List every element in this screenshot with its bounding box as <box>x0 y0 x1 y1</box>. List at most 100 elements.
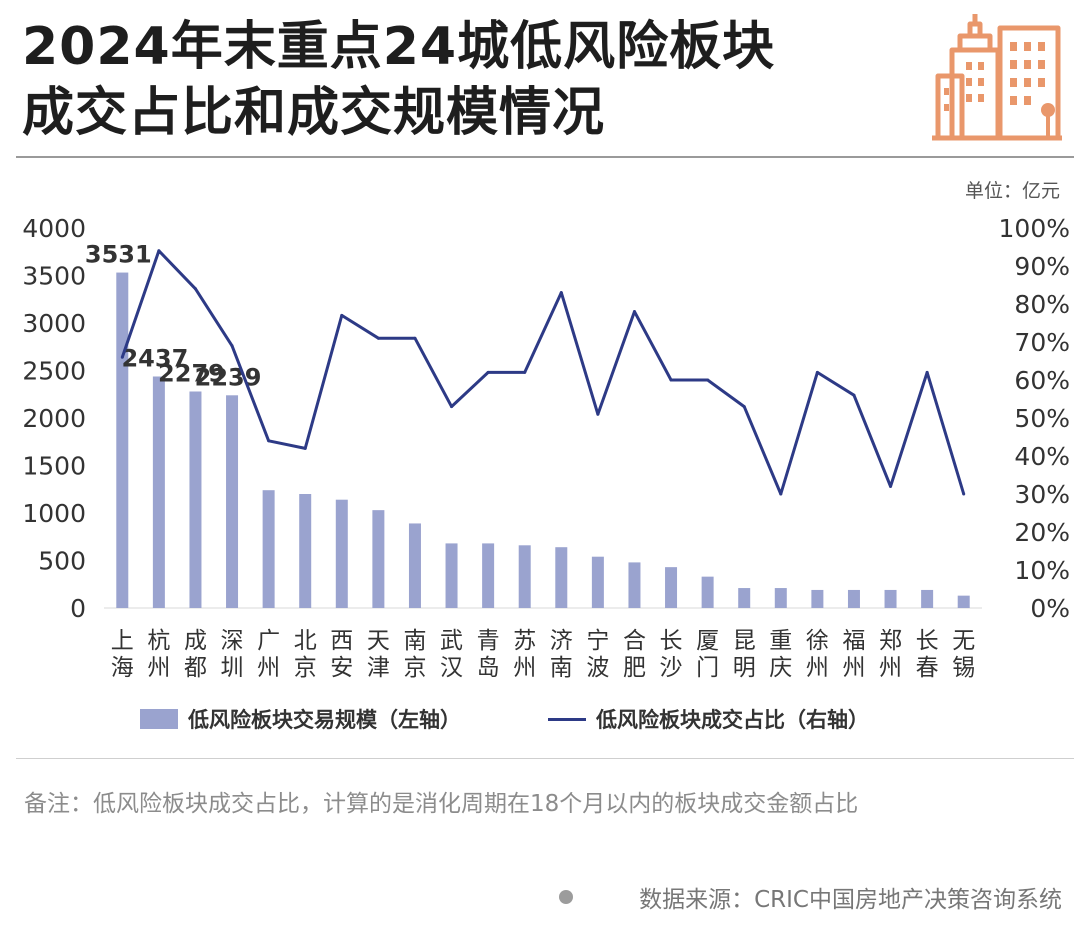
y-right-tick-label: 80% <box>1014 290 1070 319</box>
y-right-tick-label: 20% <box>1014 518 1070 547</box>
x-tick-label-徐州: 徐 <box>806 628 829 654</box>
x-tick-label-天津: 天 <box>367 628 390 654</box>
bar-无锡 <box>957 595 970 608</box>
line-point-广州 <box>267 439 271 443</box>
x-tick-label-厦门: 门 <box>696 655 719 681</box>
bar-成都 <box>189 391 202 608</box>
line-point-无锡 <box>962 492 966 496</box>
y-left-tick-label: 3500 <box>22 262 86 291</box>
data-source: 数据来源：CRIC中国房地产决策咨询系统 <box>559 880 1062 914</box>
x-tick-label-成都: 成 <box>184 628 207 654</box>
chart-title: 2024年末重点24城低风险板块 成交占比和成交规模情况 <box>22 14 922 146</box>
bar-重庆 <box>774 588 787 608</box>
x-tick-label-长春: 长 <box>916 628 939 654</box>
line-point-杭州 <box>157 249 161 253</box>
bar-data-label: 2239 <box>195 363 262 391</box>
line-point-福州 <box>852 393 856 397</box>
x-tick-label-深圳: 深 <box>221 628 244 654</box>
x-tick-label-长沙: 沙 <box>660 655 683 681</box>
legend-item-line: 低风险板块成交占比（右轴） <box>548 704 869 734</box>
bar-宁波 <box>591 556 604 608</box>
x-tick-label-上海: 上 <box>111 628 134 654</box>
x-tick-label-杭州: 州 <box>147 655 170 681</box>
x-tick-label-深圳: 圳 <box>221 655 244 681</box>
line-point-苏州 <box>523 370 527 374</box>
chart-legend: 低风险板块交易规模（左轴） 低风险板块成交占比（右轴） <box>0 704 1080 744</box>
x-tick-label-重庆: 重 <box>769 628 792 654</box>
x-tick-label-苏州: 州 <box>513 655 536 681</box>
x-tick-label-广州: 州 <box>257 655 280 681</box>
line-point-深圳 <box>230 344 234 348</box>
bar-data-label: 2437 <box>121 344 188 372</box>
bar-昆明 <box>738 588 751 608</box>
y-right-tick-label: 40% <box>1014 442 1070 471</box>
y-right-tick-label: 10% <box>1014 556 1070 585</box>
footer-divider <box>16 758 1074 759</box>
x-tick-label-苏州: 苏 <box>513 628 536 654</box>
line-point-北京 <box>303 446 307 450</box>
bar-厦门 <box>701 576 714 608</box>
x-tick-label-北京: 京 <box>294 655 317 681</box>
bar-杭州 <box>152 376 165 608</box>
bar-苏州 <box>518 545 531 608</box>
y-left-tick-label: 500 <box>38 547 86 576</box>
y-left-tick-label: 0 <box>70 594 86 623</box>
chart-title-line1: 2024年末重点24城低风险板块 <box>22 17 776 77</box>
x-tick-label-南京: 京 <box>403 655 426 681</box>
line-point-厦门 <box>706 378 710 382</box>
line-point-南京 <box>413 336 417 340</box>
x-tick-label-西安: 西 <box>330 628 353 654</box>
unit-label: 单位：亿元 <box>964 180 1060 202</box>
x-tick-label-青岛: 岛 <box>477 655 500 681</box>
bullet-icon <box>559 890 574 904</box>
x-tick-label-西安: 安 <box>330 655 353 681</box>
line-point-天津 <box>376 336 380 340</box>
legend-bar-label: 低风险板块交易规模（左轴） <box>188 708 461 732</box>
line-point-长春 <box>925 370 929 374</box>
x-tick-label-福州: 福 <box>842 628 865 654</box>
x-tick-label-郑州: 州 <box>879 655 902 681</box>
bar-济南 <box>555 547 568 608</box>
bar-青岛 <box>482 543 495 608</box>
y-left-tick-label: 3000 <box>22 309 86 338</box>
y-right-tick-label: 50% <box>1014 404 1070 433</box>
line-point-济南 <box>559 291 563 295</box>
x-tick-label-昆明: 昆 <box>733 628 756 654</box>
x-tick-label-合肥: 合 <box>623 628 646 654</box>
bar-郑州 <box>884 589 897 608</box>
legend-item-bar: 低风险板块交易规模（左轴） <box>140 704 461 734</box>
y-right-tick-label: 90% <box>1014 252 1070 281</box>
line-point-武汉 <box>450 405 454 409</box>
y-left-tick-label: 4000 <box>22 214 86 243</box>
x-tick-label-南京: 南 <box>403 628 426 654</box>
line-point-长沙 <box>669 378 673 382</box>
x-tick-label-广州: 广 <box>257 628 280 654</box>
x-tick-label-厦门: 厦 <box>696 628 719 654</box>
x-tick-label-昆明: 明 <box>733 655 756 681</box>
line-point-青岛 <box>486 370 490 374</box>
line-point-郑州 <box>889 484 893 488</box>
bar-徐州 <box>811 589 824 608</box>
line-point-徐州 <box>815 370 819 374</box>
legend-bar-swatch <box>140 709 178 729</box>
bar-data-label: 3531 <box>85 241 152 269</box>
bar-福州 <box>847 589 860 608</box>
line-point-重庆 <box>779 492 783 496</box>
x-tick-label-徐州: 州 <box>806 655 829 681</box>
y-left-tick-label: 2000 <box>22 404 86 433</box>
line-point-昆明 <box>742 405 746 409</box>
x-tick-label-福州: 州 <box>842 655 865 681</box>
x-tick-label-成都: 都 <box>184 655 207 681</box>
bar-长春 <box>921 589 934 608</box>
bar-上海 <box>116 272 129 608</box>
x-tick-label-长沙: 长 <box>660 628 683 654</box>
y-left-tick-label: 2500 <box>22 357 86 386</box>
bar-深圳 <box>226 395 239 608</box>
y-left-tick-label: 1000 <box>22 499 86 528</box>
x-tick-label-重庆: 庆 <box>769 655 792 681</box>
x-tick-label-青岛: 青 <box>477 628 500 654</box>
x-tick-label-宁波: 宁 <box>586 628 609 654</box>
x-tick-label-宁波: 波 <box>586 655 609 681</box>
city-buildings-icon <box>932 14 1062 141</box>
line-point-成都 <box>193 287 197 291</box>
